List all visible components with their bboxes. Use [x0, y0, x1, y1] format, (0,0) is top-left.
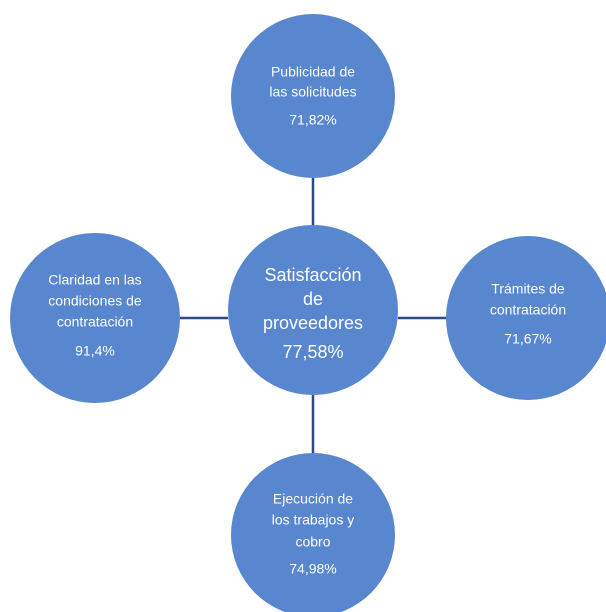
node-label: de [303, 289, 323, 309]
node-label: contratación [57, 314, 133, 330]
node-label: los trabajos y [272, 512, 354, 528]
node-value: 71,67% [504, 331, 551, 347]
node-label: cobro [295, 534, 330, 550]
node-label: condiciones de [48, 293, 142, 309]
node [10, 233, 180, 403]
node-value: 71,82% [289, 112, 336, 128]
center-node [228, 225, 398, 395]
node [231, 14, 395, 178]
node-value: 74,98% [289, 561, 336, 577]
node-label: Ejecución de [273, 491, 353, 507]
node-label: Satisfacción [264, 265, 361, 285]
node-label: las solicitudes [269, 84, 356, 100]
node-label: contratación [490, 302, 566, 318]
node [231, 453, 395, 612]
node-label: proveedores [263, 313, 363, 333]
node-label: Trámites de [491, 281, 565, 297]
node [446, 236, 606, 400]
node-label: Publicidad de [271, 64, 355, 80]
node-value: 91,4% [75, 343, 115, 359]
node-value: 77,58% [282, 342, 343, 362]
node-label: Claridad en las [48, 272, 141, 288]
